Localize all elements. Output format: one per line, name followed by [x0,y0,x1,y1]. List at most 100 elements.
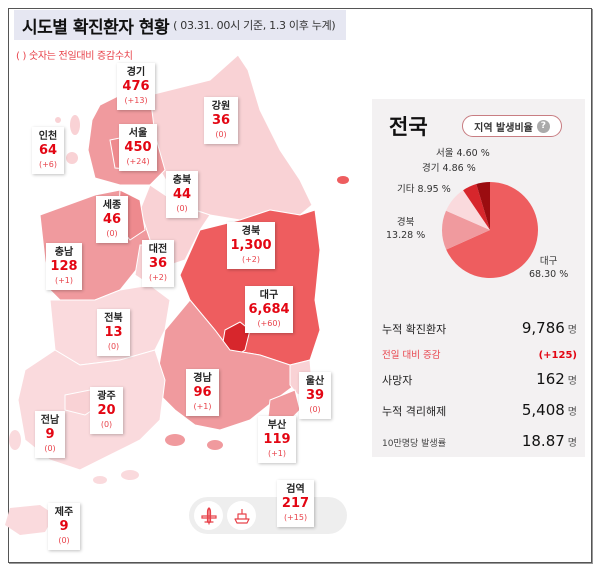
regional-rate-button[interactable]: 지역 발생비율 ? [462,115,562,137]
region-count: 128 [50,259,78,274]
region-card-daegu[interactable]: 대구 6,684 (+60) [245,286,293,333]
region-name: 제주 [54,507,74,518]
region-card-busan[interactable]: 부산 119 (+1) [258,416,296,463]
region-count: 20 [97,403,116,418]
region-card-jeonbuk[interactable]: 전북 13 (0) [97,309,130,356]
region-delta: (0) [106,229,118,238]
region-name: 광주 [97,391,116,402]
region-card-ulsan[interactable]: 울산 39 (0) [299,372,331,419]
region-count: 96 [193,385,212,400]
region-delta: (+13) [124,96,148,105]
title-bar: 시도별 확진환자 현황 ( 03.31. 00시 기준, 1.3 이후 누계) [14,10,346,40]
region-card-gwangju[interactable]: 광주 20 (0) [90,387,123,434]
pie-label-seoul: 서울 4.60 % [436,148,490,159]
region-delta: (+2) [241,255,261,264]
regional-rate-label: 지역 발생비율 [474,122,533,134]
pie-slice-seoul [476,182,490,230]
region-card-sejong[interactable]: 세종 46 (0) [96,196,128,243]
region-name: 검역 [286,484,305,495]
region-count: 64 [38,143,58,158]
region-count: 13 [104,325,123,340]
region-delta: (+1) [193,402,212,411]
region-name: 대구 [259,290,279,301]
region-count: 39 [305,388,325,403]
region-count: 36 [148,256,168,271]
region-count: 44 [172,187,192,202]
region-delta: (+24) [126,157,150,166]
region-delta: (+6) [38,160,58,169]
region-count: 450 [124,140,152,155]
region-delta: (+2) [148,273,168,282]
stat-deaths: 사망자 162 명 [382,370,577,388]
region-card-chungbuk[interactable]: 충북 44 (0) [166,171,198,218]
region-card-gyeonggi[interactable]: 경기 476 (+13) [117,63,155,110]
region-name: 충남 [54,247,74,258]
region-name: 경북 [241,226,261,237]
region-count: 9 [45,427,55,442]
region-count: 6,684 [248,302,290,317]
region-delta: (+1) [54,276,74,285]
region-name: 충북 [172,175,192,186]
region-name: 울산 [305,376,325,387]
delta-note: ( ) 숫자는 전일대비 증감수치 [16,51,133,62]
region-name: 세종 [102,200,122,211]
stat-daily-change: 전일 대비 증감 (+125) [382,350,577,361]
region-name: 서울 [128,128,148,139]
region-name: 전북 [104,313,123,324]
pie-label-other: 기타 8.95 % [397,184,451,195]
region-delta: (0) [309,405,321,414]
stat-released: 누적 격리해제 5,408 명 [382,401,577,419]
region-jeju-shape [5,505,55,535]
region-card-quarantine[interactable]: 검역 217 (+15) [277,480,314,527]
region-delta: (+1) [267,449,287,458]
region-count: 1,300 [230,238,272,253]
region-name: 전남 [40,415,60,426]
region-delta: (0) [107,342,120,351]
national-title: 전국 [389,115,428,139]
region-delta: (0) [44,444,56,453]
pie-label-daegu: 대구 68.30 % [529,256,569,280]
region-card-gyeongnam[interactable]: 경남 96 (+1) [186,369,219,416]
region-delta: (+15) [283,513,308,522]
region-name: 부산 [267,420,287,431]
region-delta: (0) [58,536,70,545]
regional-pie-chart [442,182,539,278]
region-count: 119 [263,432,291,447]
region-count: 46 [102,212,122,227]
stat-total-confirmed: 누적 확진환자 9,786 명 [382,319,577,337]
pie-label-gyeonggi: 경기 4.86 % [422,163,476,174]
region-card-chungnam[interactable]: 충남 128 (+1) [46,243,82,290]
pie-slice-gyeongbuk [442,210,490,250]
region-card-daejeon[interactable]: 대전 36 (+2) [142,240,174,287]
region-card-seoul[interactable]: 서울 450 (+24) [119,124,157,171]
region-card-incheon[interactable]: 인천 64 (+6) [32,127,64,174]
page-title: 시도별 확진환자 현황 [22,17,170,38]
region-count: 9 [59,519,69,534]
national-summary-panel: 전국 지역 발생비율 ? 서울 4.60 % 경기 4.86 % 기타 8.95… [372,99,585,457]
region-delta: (0) [215,130,227,139]
region-card-jeonnam[interactable]: 전남 9 (0) [35,411,65,458]
region-name: 경남 [193,373,212,384]
ship-icon[interactable] [227,501,256,530]
airplane-icon[interactable] [194,501,223,530]
help-icon[interactable]: ? [536,119,550,133]
region-card-jeju[interactable]: 제주 9 (0) [48,503,80,550]
quarantine-transport-bar [189,497,347,534]
region-count: 36 [211,113,231,128]
region-name: 대전 [148,244,168,255]
pie-slice-gyeonggi [463,184,490,230]
region-delta: (0) [100,420,113,429]
region-card-gyeongbuk[interactable]: 경북 1,300 (+2) [227,222,275,269]
region-name: 인천 [38,131,58,142]
pie-slice-daegu [446,182,539,278]
region-name: 강원 [211,101,231,112]
pie-slice-other [446,190,490,230]
region-count: 217 [281,496,310,511]
pie-label-gyeongbuk: 경북 13.28 % [386,217,426,241]
region-delta: (0) [176,204,188,213]
region-card-gangwon[interactable]: 강원 36 (0) [204,97,238,144]
region-delta: (+60) [257,319,281,328]
page-subtitle: ( 03.31. 00시 기준, 1.3 이후 누계) [173,19,336,32]
region-name: 경기 [126,67,146,78]
region-count: 476 [122,79,150,94]
